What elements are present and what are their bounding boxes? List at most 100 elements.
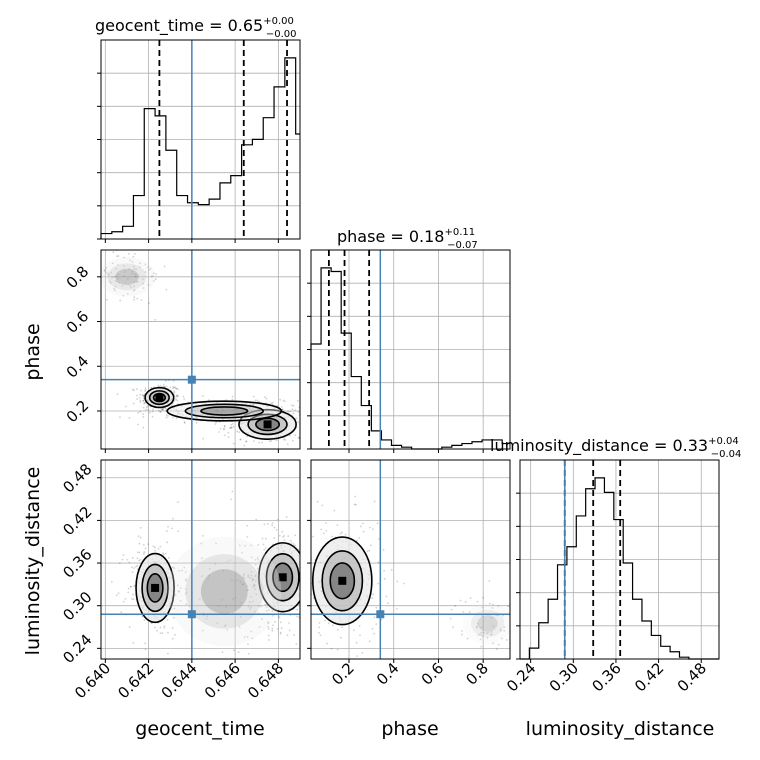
sample-point — [279, 621, 282, 624]
sample-point — [231, 612, 234, 614]
sample-point — [184, 571, 187, 574]
sample-point — [123, 265, 125, 267]
sample-point — [138, 266, 141, 268]
sample-point — [276, 518, 279, 521]
sample-point — [164, 380, 167, 382]
sample-point — [257, 544, 260, 546]
density-contour — [184, 403, 265, 419]
sample-point — [291, 408, 294, 411]
sample-point — [215, 542, 217, 545]
sample-point — [288, 622, 291, 624]
sample-point — [215, 408, 218, 411]
sample-point — [288, 434, 291, 437]
sample-point — [326, 642, 328, 645]
sample-point — [185, 579, 187, 582]
sample-point — [252, 395, 255, 398]
sample-point — [264, 396, 266, 399]
sample-point — [232, 442, 235, 445]
sample-point — [171, 637, 174, 640]
sample-point — [162, 553, 165, 556]
y-tick-label-luminosity_distance: 0.30 — [59, 588, 95, 624]
sample-point — [267, 621, 270, 624]
sample-point — [132, 265, 135, 268]
sample-point — [281, 536, 284, 538]
sample-point — [108, 273, 110, 276]
sample-point — [216, 410, 219, 413]
sample-point — [325, 529, 328, 532]
sample-point — [255, 593, 258, 596]
sample-point — [161, 408, 164, 411]
histogram-phase — [310, 267, 510, 450]
sample-point — [224, 624, 227, 627]
sample-point — [253, 584, 256, 587]
sample-point — [138, 551, 141, 554]
sample-point — [512, 640, 514, 642]
sample-point — [500, 637, 503, 640]
sample-point — [130, 286, 132, 289]
sample-point — [166, 618, 169, 621]
sample-point — [514, 614, 516, 616]
sample-point — [466, 637, 469, 640]
sample-point — [490, 631, 493, 633]
sample-point — [172, 517, 174, 520]
sample-point — [477, 633, 480, 636]
sample-point — [228, 427, 231, 429]
panel-geocent_time-vs-luminosity_distance: 0.640 0.642 0.644 0.646 0.648 0.24 0.30 0.36 0.4… — [59, 459, 303, 702]
sample-point — [518, 644, 520, 646]
title-geocent_time: geocent_time = 0.65+0.00 −0.00 — [95, 16, 297, 40]
sample-point — [476, 600, 479, 603]
sample-point — [214, 409, 216, 412]
sample-point — [287, 535, 290, 538]
sample-point — [296, 608, 299, 611]
sample-point — [214, 563, 217, 565]
sample-point — [217, 604, 220, 607]
sample-point — [302, 576, 304, 578]
sample-point — [136, 423, 139, 426]
sample-point — [213, 408, 216, 411]
sample-point — [156, 629, 158, 632]
sample-point — [127, 587, 130, 590]
sample-point — [157, 409, 160, 412]
sample-point — [284, 439, 287, 441]
sample-point — [139, 262, 142, 265]
sample-point — [165, 385, 168, 388]
title-luminosity_distance: luminosity_distance = 0.33+0.04 −0.04 — [490, 436, 741, 460]
sample-point — [488, 580, 491, 582]
sample-point — [173, 390, 176, 393]
sample-point — [482, 596, 485, 599]
sample-point — [301, 512, 303, 514]
sample-point — [159, 411, 162, 413]
sample-point — [200, 542, 203, 545]
sample-point — [240, 601, 243, 604]
ylabel-phase: phase — [22, 323, 44, 380]
sample-point — [277, 615, 280, 618]
sample-point — [142, 395, 145, 398]
panel-geocent_time-vs-phase: 0.2 0.4 0.6 0.8 — [63, 249, 301, 455]
sample-point — [235, 408, 238, 410]
panel-phase-vs-luminosity_distance: 0.2 0.4 0.6 0.8 — [302, 459, 520, 689]
sample-point — [175, 387, 178, 390]
sample-point — [250, 577, 253, 579]
sample-point — [304, 634, 306, 636]
sample-point — [281, 408, 284, 411]
sample-point — [252, 403, 255, 405]
sample-point — [147, 265, 150, 268]
sample-point — [464, 601, 467, 603]
sample-point — [144, 408, 147, 411]
sample-point — [307, 613, 309, 615]
sample-point — [280, 406, 283, 408]
sample-point — [253, 585, 256, 587]
sample-point — [117, 264, 119, 266]
sample-point — [112, 251, 115, 253]
x-tick-label-luminosity_distance: 0.42 — [631, 659, 667, 695]
sample-point — [279, 631, 282, 634]
sample-point — [110, 282, 112, 284]
sample-point — [267, 626, 269, 628]
sample-point — [267, 453, 269, 455]
sample-point — [172, 387, 174, 390]
sample-point — [258, 626, 261, 628]
frame-geocent_time-luminosity_distance — [100, 459, 301, 660]
sample-point — [222, 569, 225, 572]
sample-point — [477, 622, 479, 625]
sample-point — [254, 563, 257, 566]
